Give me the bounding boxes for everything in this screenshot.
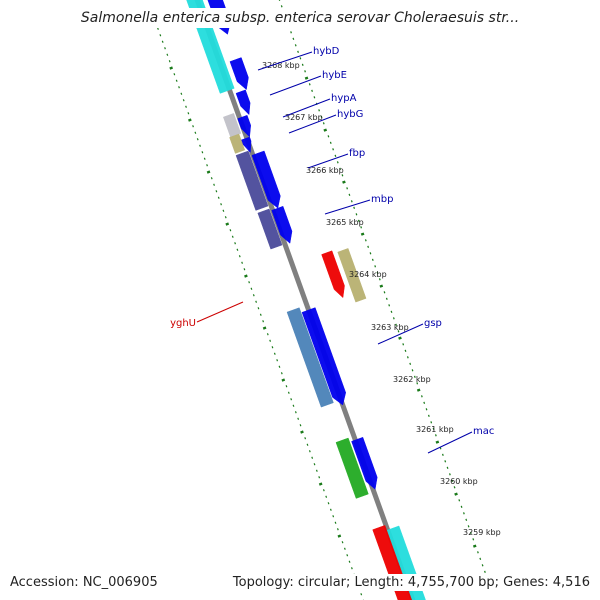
tick-mark (188, 120, 191, 121)
tick-mark (380, 286, 383, 287)
gene-label: yghU (170, 318, 196, 329)
tick-marks (151, 0, 485, 600)
kbp-label: 3261 kbp (416, 425, 454, 434)
kbp-label: 3265 kbp (326, 218, 364, 227)
tick-mark (263, 328, 266, 329)
kbp-label: 3262 kbp (393, 375, 431, 384)
gene-label-leader (428, 432, 472, 453)
tick-mark (338, 536, 341, 537)
gene-feature (230, 134, 245, 153)
tick-mark (282, 380, 285, 381)
tick-mark (207, 172, 210, 173)
tick-mark (319, 484, 322, 485)
tick-mark (361, 234, 364, 235)
gene-label-leader (270, 76, 321, 95)
gene-label: hybD (313, 46, 340, 57)
kbp-label: 3266 kbp (306, 166, 344, 175)
tick-mark (324, 130, 327, 131)
gene-label: gsp (424, 318, 442, 329)
tick-mark (455, 494, 458, 495)
kbp-label: 3264 kbp (349, 270, 387, 279)
tick-mark (226, 224, 229, 225)
kbp-label: 3263 kbp (371, 323, 409, 332)
genome-info-text: Topology: circular; Length: 4,755,700 bp… (231, 574, 592, 591)
gene-label: hybE (322, 70, 347, 81)
kbp-label: 3259 kbp (463, 528, 501, 537)
gene-label: mac (473, 426, 494, 437)
gene-label: fbp (349, 148, 365, 159)
tick-mark (417, 390, 420, 391)
gene-label: mbp (371, 194, 393, 205)
tick-mark (399, 338, 402, 339)
tick-mark (473, 546, 476, 547)
tick-mark (170, 68, 173, 69)
gene-label: hypA (331, 93, 357, 104)
tick-mark (301, 432, 304, 433)
accession-text: Accession: NC_006905 (8, 574, 160, 591)
tick-mark (436, 442, 439, 443)
page-title: Salmonella enterica subsp. enterica sero… (0, 8, 600, 28)
gene-label-leader (325, 200, 370, 214)
tick-mark (245, 276, 248, 277)
gene-label: hybG (337, 109, 363, 120)
tick-mark (305, 78, 308, 79)
kbp-label: 3260 kbp (440, 477, 478, 486)
tick-mark (343, 182, 346, 183)
gene-label-leader (197, 302, 243, 322)
